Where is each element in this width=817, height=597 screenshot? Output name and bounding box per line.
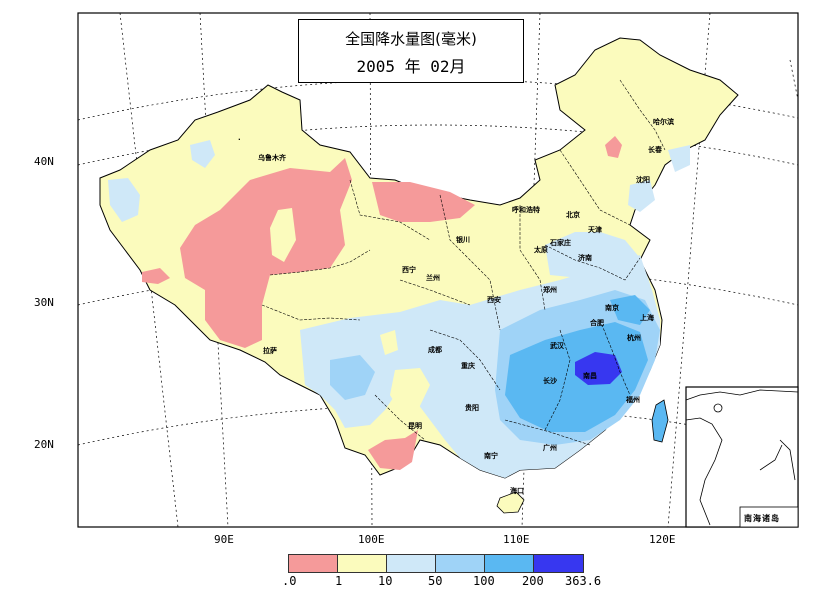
legend-tick: 100 [473, 574, 495, 588]
svg-text:成都: 成都 [428, 345, 442, 354]
legend-tick: 200 [522, 574, 544, 588]
svg-text:哈尔滨: 哈尔滨 [653, 117, 674, 126]
dry-region-northeast [605, 136, 622, 158]
svg-text:银川: 银川 [456, 235, 470, 244]
heavy-rain [505, 322, 648, 432]
city-labels: 乌鲁木齐 · 哈尔滨 长春 沈阳 呼和浩特 北京 天津 石家庄 太原 济南 银川… [238, 117, 674, 495]
legend-tick: .0 [282, 574, 297, 588]
lat-label-30n: 30N [34, 296, 54, 309]
yellow-pocket-mid [380, 330, 398, 355]
svg-text:南京: 南京 [605, 303, 619, 312]
inset-label: 南海诸岛 [744, 514, 780, 523]
lat-label-20n: 20N [34, 438, 54, 451]
svg-text:长春: 长春 [648, 145, 663, 154]
svg-text:石家庄: 石家庄 [549, 238, 571, 247]
dry-region-west [180, 158, 352, 348]
lon-label-100e: 100E [358, 533, 385, 546]
svg-text:乌鲁木齐: 乌鲁木齐 [258, 153, 287, 162]
taiwan [651, 399, 669, 443]
svg-text:广州: 广州 [543, 443, 557, 452]
legend-swatch-1-10 [338, 555, 387, 572]
svg-text:上海: 上海 [640, 313, 654, 322]
heavy-rain-patch [610, 295, 650, 325]
south-china-sea-inset [685, 386, 799, 528]
svg-text:太原: 太原 [534, 245, 548, 254]
map-title-box: 全国降水量图(毫米) 2005 年 02月 [298, 19, 524, 83]
legend-bar [288, 554, 584, 573]
svg-text:郑州: 郑州 [543, 285, 557, 294]
lat-label-40n: 40N [34, 155, 54, 168]
map-title: 全国降水量图(毫米) [345, 30, 477, 48]
yellow-pocket-south [390, 368, 430, 412]
svg-text:南宁: 南宁 [484, 451, 498, 460]
light-rain-northeast [668, 145, 690, 172]
legend-tick: 1 [335, 574, 343, 588]
svg-text:·: · [238, 136, 241, 144]
map-date: 2005 年 02月 [356, 57, 466, 76]
svg-text:重庆: 重庆 [461, 361, 475, 370]
moderate-rain-west [330, 355, 375, 400]
svg-text:贵阳: 贵阳 [465, 403, 479, 412]
lon-label-110e: 110E [503, 533, 530, 546]
legend-swatch-200-max [534, 555, 583, 572]
legend-tick: 363.6 [565, 574, 602, 588]
svg-text:海口: 海口 [510, 486, 524, 495]
dry-region-north [372, 182, 475, 222]
svg-text:合肥: 合肥 [589, 318, 604, 327]
svg-text:长沙: 长沙 [543, 376, 557, 385]
light-rain-coast [628, 180, 655, 212]
svg-text:拉萨: 拉萨 [263, 346, 277, 355]
svg-text:兰州: 兰州 [426, 273, 440, 282]
svg-text:杭州: 杭州 [627, 333, 641, 342]
svg-text:昆明: 昆明 [408, 421, 422, 430]
light-rain-east [545, 232, 640, 278]
dry-region-yellow-hole [270, 208, 296, 262]
lon-label-90e: 90E [214, 533, 234, 546]
svg-text:济南: 济南 [578, 253, 592, 262]
legend-tick: 10 [378, 574, 393, 588]
light-rain-west2 [190, 140, 215, 168]
hainan [496, 491, 525, 514]
legend-swatch-100-200 [485, 555, 534, 572]
province-borders [261, 79, 666, 446]
legend-tick: 50 [428, 574, 443, 588]
lon-label-120e: 120E [649, 533, 676, 546]
svg-text:天津: 天津 [588, 225, 602, 234]
svg-text:西宁: 西宁 [402, 265, 416, 274]
very-heavy-rain [575, 352, 622, 385]
light-rain-west1 [108, 178, 140, 222]
svg-text:西安: 西安 [487, 295, 501, 304]
svg-text:武汉: 武汉 [550, 341, 565, 350]
legend-swatch-0-1 [289, 555, 338, 572]
dry-region-small-west [142, 268, 170, 284]
svg-text:沈阳: 沈阳 [636, 175, 650, 184]
legend-swatch-10-50 [387, 555, 436, 572]
svg-text:南昌: 南昌 [583, 371, 597, 380]
svg-text:北京: 北京 [566, 210, 580, 219]
svg-text:呼和浩特: 呼和浩特 [512, 205, 540, 214]
svg-text:福州: 福州 [625, 395, 640, 404]
legend-swatch-50-100 [436, 555, 485, 572]
dry-region-south [368, 430, 418, 470]
